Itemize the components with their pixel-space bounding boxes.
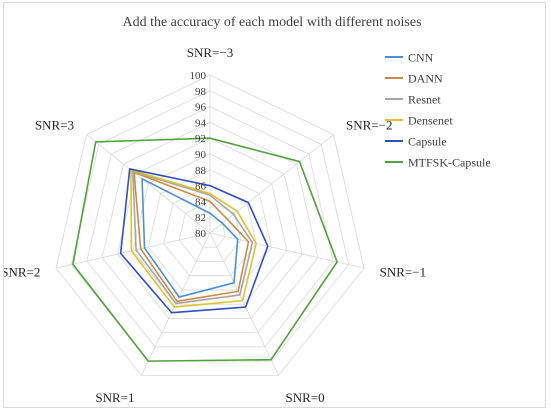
grid-spoke xyxy=(209,134,334,234)
radial-tick-label: 88 xyxy=(195,165,207,177)
grid-spoke xyxy=(55,232,211,269)
series-line-dann xyxy=(133,171,250,303)
category-label: SNR=1 xyxy=(95,390,134,405)
chart-frame: Add the accuracy of each model with diff… xyxy=(3,2,546,408)
grid-ring xyxy=(194,216,226,248)
series-line-resnet xyxy=(131,170,254,305)
radial-tick-label: 96 xyxy=(195,102,207,114)
grid-ring xyxy=(147,169,273,291)
series-line-densenet xyxy=(130,169,258,308)
legend-label: MTFSK-Capsule xyxy=(408,156,491,170)
category-label: SNR=2 xyxy=(4,265,40,280)
radial-tick-label: 92 xyxy=(195,133,206,145)
radial-tick-label: 80 xyxy=(195,228,207,240)
grid-ring xyxy=(55,74,365,376)
legend-label: Densenet xyxy=(408,114,453,128)
category-labels: SNR=−3 SNR=−2 SNR=−1 SNR=0 SNR=1 SNR=2 SNR=3 xyxy=(4,45,426,405)
radial-tick-label: 100 xyxy=(190,70,207,82)
category-label: SNR=3 xyxy=(35,118,74,133)
grid-ring xyxy=(86,106,334,348)
legend-label: Capsule xyxy=(408,135,447,149)
radial-tick-label: 94 xyxy=(195,117,207,129)
grid-ring xyxy=(101,121,319,334)
legend: CNN DANN Resnet Densenet Capsule MTFSK-Capsul… xyxy=(385,51,491,170)
grid-spoke xyxy=(209,232,279,376)
radar-series xyxy=(72,137,338,362)
radar-grid xyxy=(55,74,365,376)
series-line-cnn xyxy=(141,178,239,298)
radial-tick-label: 90 xyxy=(195,149,207,161)
radial-tick-label: 82 xyxy=(195,212,206,224)
category-label: SNR=−2 xyxy=(346,118,392,133)
series-line-mtfsk-capsule xyxy=(72,137,338,362)
series-line-capsule xyxy=(119,168,269,314)
chart-title: Add the accuracy of each model with diff… xyxy=(122,15,421,30)
radial-tick-label: 84 xyxy=(195,196,207,208)
legend-label: CNN xyxy=(408,51,434,65)
category-label: SNR=−1 xyxy=(380,265,426,280)
legend-label: DANN xyxy=(408,72,443,86)
category-label: SNR=0 xyxy=(285,390,324,405)
grid-spoke xyxy=(209,232,365,269)
radial-tick-label: 86 xyxy=(195,181,207,193)
grid-ring xyxy=(163,185,257,277)
radial-tick-labels: 80 82 84 86 88 90 92 94 96 98 100 xyxy=(190,70,207,240)
radar-chart: Add the accuracy of each model with diff… xyxy=(4,15,491,405)
grid-spoke xyxy=(86,134,211,234)
category-label: SNR=−3 xyxy=(187,45,233,60)
legend-label: Resnet xyxy=(408,93,441,107)
radial-tick-label: 98 xyxy=(195,86,207,98)
